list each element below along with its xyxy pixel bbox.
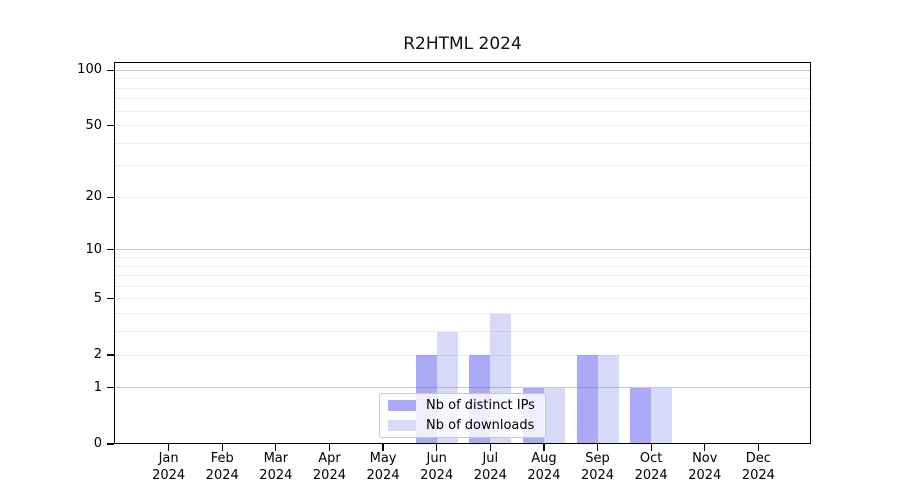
month-name: Dec	[745, 451, 771, 466]
x-tick-label-may: May 2024	[351, 451, 415, 484]
gridline-minor	[115, 142, 812, 144]
legend-item-distinct-ips: Nb of distinct IPs	[388, 398, 537, 414]
month-name: Feb	[210, 451, 234, 466]
legend: Nb of distinct IPs Nb of downloads	[379, 393, 546, 438]
legend-item-downloads: Nb of downloads	[388, 418, 537, 434]
y-tick-20	[107, 196, 114, 198]
month-name: Apr	[318, 451, 341, 466]
bar-downloads-aug	[543, 387, 565, 444]
y-tick-label-0: 0	[93, 436, 102, 451]
x-tick-jun	[436, 444, 438, 451]
month-name: Aug	[531, 451, 557, 466]
x-tick-jul	[489, 444, 491, 451]
month-name: Nov	[692, 451, 718, 466]
month-year: 2024	[259, 467, 293, 483]
bar-downloads-sep	[597, 355, 619, 444]
y-tick-5	[107, 298, 114, 300]
month-year: 2024	[205, 467, 239, 483]
gridline-minor	[115, 285, 812, 287]
x-tick-mar	[275, 444, 277, 451]
gridline-minor	[115, 313, 812, 315]
legend-swatch-distinct-ips	[388, 400, 416, 412]
month-year: 2024	[152, 467, 186, 483]
month-year: 2024	[634, 467, 668, 483]
month-name: Mar	[263, 451, 289, 466]
month-year: 2024	[580, 467, 615, 483]
x-tick-label-jul: Jul 2024	[458, 451, 522, 484]
plot-area	[115, 63, 812, 444]
month-name: May	[369, 451, 397, 466]
gridline-minor	[115, 125, 812, 127]
month-name: Jan	[158, 451, 179, 466]
x-tick-label-apr: Apr 2024	[297, 451, 361, 484]
x-tick-nov	[704, 444, 706, 451]
x-tick-label-dec: Dec 2024	[726, 451, 790, 484]
x-tick-may	[382, 444, 384, 451]
month-year: 2024	[473, 467, 507, 483]
bar-downloads-oct	[651, 387, 673, 444]
y-tick-2	[107, 354, 114, 356]
x-tick-sep	[596, 444, 599, 451]
month-year: 2024	[527, 467, 561, 483]
month-year: 2024	[312, 467, 346, 483]
x-tick-label-nov: Nov 2024	[673, 451, 737, 484]
x-tick-jan	[168, 444, 170, 451]
gridline-minor	[115, 298, 812, 300]
legend-label-downloads: Nb of downloads	[426, 417, 535, 433]
y-tick-0	[107, 443, 114, 445]
gridline-minor	[115, 196, 812, 198]
gridline-minor	[115, 87, 812, 89]
month-year: 2024	[741, 467, 775, 483]
x-tick-oct	[650, 444, 652, 451]
month-name: Sep	[585, 451, 610, 466]
month-name: Jul	[482, 451, 499, 466]
y-tick-1	[107, 387, 114, 389]
y-tick-label-5: 5	[93, 290, 102, 306]
x-tick-label-sep: Sep 2024	[566, 451, 630, 484]
gridline-minor	[115, 354, 812, 356]
y-tick-10	[107, 249, 114, 251]
x-tick-aug	[543, 444, 545, 451]
chart-title: R2HTML 2024	[403, 34, 522, 54]
gridline-major	[115, 387, 812, 389]
gridline-minor	[115, 110, 812, 112]
y-tick-label-10: 10	[85, 241, 102, 257]
x-tick-label-oct: Oct 2024	[619, 451, 683, 484]
gridline-minor	[115, 257, 812, 258]
gridline-major	[115, 69, 812, 71]
y-tick-label-1: 1	[93, 379, 102, 395]
y-tick-label-2: 2	[93, 347, 102, 362]
bar-distinct-ips-sep	[576, 355, 598, 444]
x-tick-label-jun: Jun 2024	[405, 451, 469, 484]
month-name: Oct	[639, 451, 663, 466]
x-tick-label-feb: Feb 2024	[190, 451, 254, 484]
y-tick-label-20: 20	[85, 189, 102, 205]
gridline-minor	[115, 275, 812, 277]
x-tick-dec	[757, 444, 759, 451]
month-year: 2024	[366, 467, 400, 483]
x-tick-label-aug: Aug 2024	[512, 451, 576, 484]
gridline-minor	[115, 331, 812, 333]
month-name: Jun	[426, 451, 447, 466]
y-tick-50	[107, 124, 114, 127]
y-tick-100	[107, 69, 114, 71]
month-year: 2024	[688, 467, 722, 483]
month-year: 2024	[420, 467, 454, 483]
x-tick-feb	[221, 444, 223, 451]
legend-swatch-downloads	[388, 419, 416, 431]
legend-label-distinct-ips: Nb of distinct IPs	[426, 398, 535, 414]
y-tick-label-50: 50	[85, 117, 102, 133]
gridline-minor	[115, 78, 812, 80]
gridline-major	[115, 249, 812, 251]
gridline-minor	[115, 98, 812, 100]
x-tick-label-jan: Jan 2024	[137, 451, 201, 484]
x-tick-apr	[328, 444, 331, 451]
gridline-minor	[115, 165, 812, 167]
gridline-minor	[115, 265, 812, 267]
y-tick-label-100: 100	[77, 62, 102, 78]
x-tick-label-mar: Mar 2024	[244, 451, 308, 484]
bar-distinct-ips-oct	[630, 387, 652, 444]
